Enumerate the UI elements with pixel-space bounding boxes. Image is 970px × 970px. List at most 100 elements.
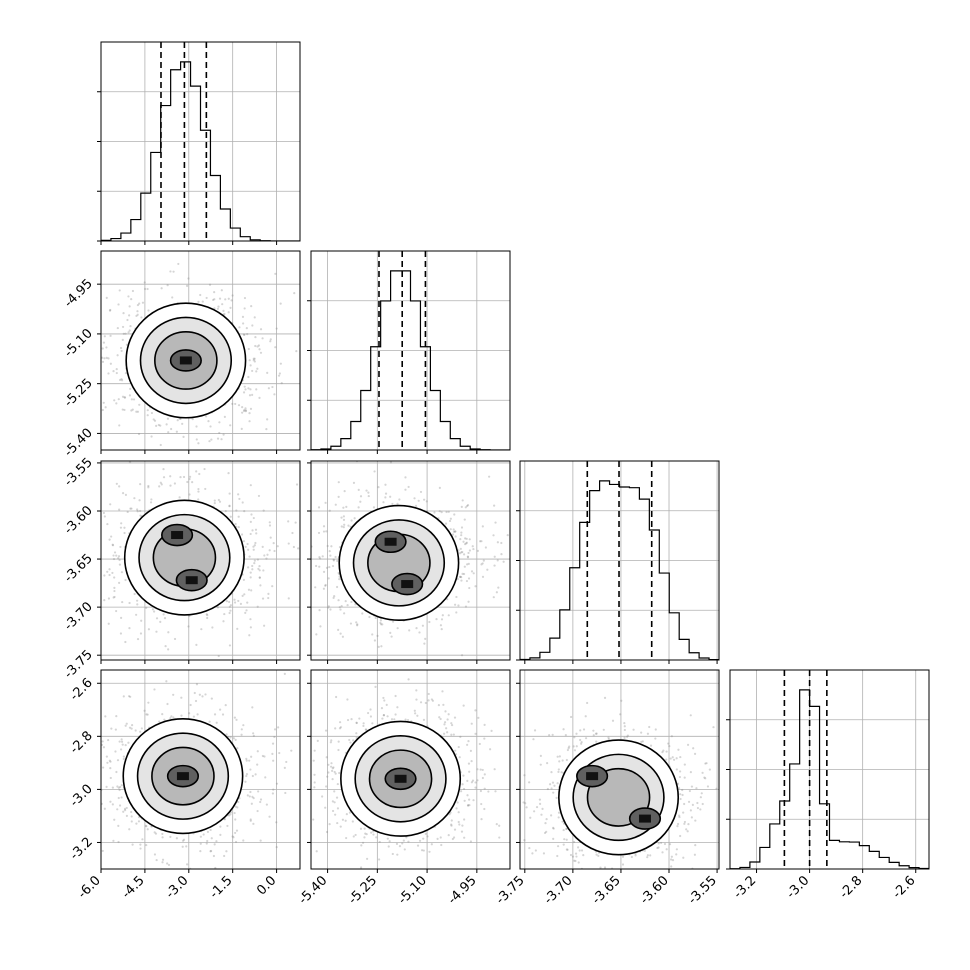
sample-point xyxy=(153,831,156,834)
sample-point xyxy=(130,507,133,510)
sample-point xyxy=(331,767,334,770)
sample-point xyxy=(124,372,128,375)
sample-point xyxy=(574,859,577,863)
sample-point xyxy=(130,810,133,814)
sample-point xyxy=(136,603,139,606)
sample-point xyxy=(161,836,164,839)
sample-point xyxy=(234,840,238,844)
sample-point xyxy=(424,701,427,705)
sample-point xyxy=(258,564,261,568)
sample-point xyxy=(677,748,680,751)
sample-point xyxy=(242,391,246,394)
sample-point xyxy=(237,515,240,518)
sample-point xyxy=(191,418,194,421)
sample-point xyxy=(678,814,681,817)
sample-point xyxy=(146,828,149,831)
sample-point xyxy=(481,575,485,578)
sample-point xyxy=(372,506,376,509)
sample-point xyxy=(402,839,405,842)
sample-point xyxy=(210,697,213,700)
sample-point xyxy=(240,728,243,731)
sample-point xyxy=(325,756,328,759)
sample-point xyxy=(249,618,252,621)
sample-point xyxy=(365,728,368,731)
density-contours xyxy=(340,720,462,837)
sample-point xyxy=(338,727,342,730)
sample-point xyxy=(95,540,97,542)
sample-point xyxy=(217,498,220,502)
sample-point xyxy=(223,854,226,858)
sample-point xyxy=(384,496,387,499)
sample-point xyxy=(124,743,127,747)
sample-point xyxy=(186,480,189,484)
sample-point xyxy=(103,335,106,338)
sample-point xyxy=(418,839,422,842)
sample-point xyxy=(463,799,466,802)
sample-point xyxy=(603,866,607,869)
sample-point xyxy=(249,407,253,410)
sample-point xyxy=(206,830,210,834)
panel-3-2 xyxy=(516,669,720,873)
sample-point xyxy=(149,501,153,504)
sample-point xyxy=(173,482,176,485)
sample-point xyxy=(216,437,220,440)
sample-point xyxy=(461,499,464,502)
sample-point xyxy=(113,399,116,402)
sample-point xyxy=(107,597,111,600)
sample-point xyxy=(298,755,300,757)
sample-point xyxy=(244,388,247,391)
sample-point xyxy=(676,822,680,826)
sample-point xyxy=(247,347,250,351)
sample-point xyxy=(109,776,112,780)
sample-point xyxy=(234,522,237,526)
sample-point xyxy=(557,811,561,814)
sample-point xyxy=(257,567,260,570)
sample-point xyxy=(251,393,254,396)
sample-point xyxy=(105,785,108,788)
sample-point xyxy=(453,513,456,516)
sample-point xyxy=(496,541,499,544)
sample-point xyxy=(417,499,420,502)
sample-point xyxy=(188,493,191,496)
sample-point xyxy=(258,576,261,579)
sample-point xyxy=(293,291,296,295)
sample-point xyxy=(321,795,324,798)
sample-point xyxy=(202,833,205,836)
sample-point xyxy=(458,575,462,579)
sample-point xyxy=(441,690,444,693)
sample-point xyxy=(213,291,216,294)
sample-point xyxy=(264,776,267,779)
sample-point xyxy=(329,741,332,744)
sample-point xyxy=(72,735,74,737)
sample-point xyxy=(123,408,126,412)
sample-point xyxy=(469,749,472,752)
sample-point xyxy=(166,862,169,865)
sample-point xyxy=(233,598,236,601)
sample-point xyxy=(468,770,471,773)
sample-point xyxy=(187,277,190,280)
sample-point xyxy=(252,516,255,520)
sample-point xyxy=(195,683,199,686)
sample-point xyxy=(556,782,559,785)
sample-point xyxy=(335,585,339,589)
sample-point xyxy=(97,822,99,824)
sample-point xyxy=(155,617,159,620)
sample-point xyxy=(224,510,227,513)
sample-point xyxy=(363,827,366,830)
density-peak-cell xyxy=(401,580,414,589)
sample-point xyxy=(179,476,182,479)
sample-point xyxy=(383,699,386,702)
sample-point xyxy=(107,357,110,360)
sample-point xyxy=(249,532,252,536)
sample-point xyxy=(86,319,88,321)
sample-point xyxy=(197,490,200,493)
sample-point xyxy=(451,533,455,536)
sample-point xyxy=(457,820,460,824)
sample-point xyxy=(118,508,121,511)
sample-point xyxy=(683,763,686,766)
sample-point xyxy=(244,780,247,783)
sample-point xyxy=(70,367,72,369)
sample-point xyxy=(274,346,277,349)
sample-point xyxy=(534,849,537,852)
sample-point xyxy=(337,740,340,743)
